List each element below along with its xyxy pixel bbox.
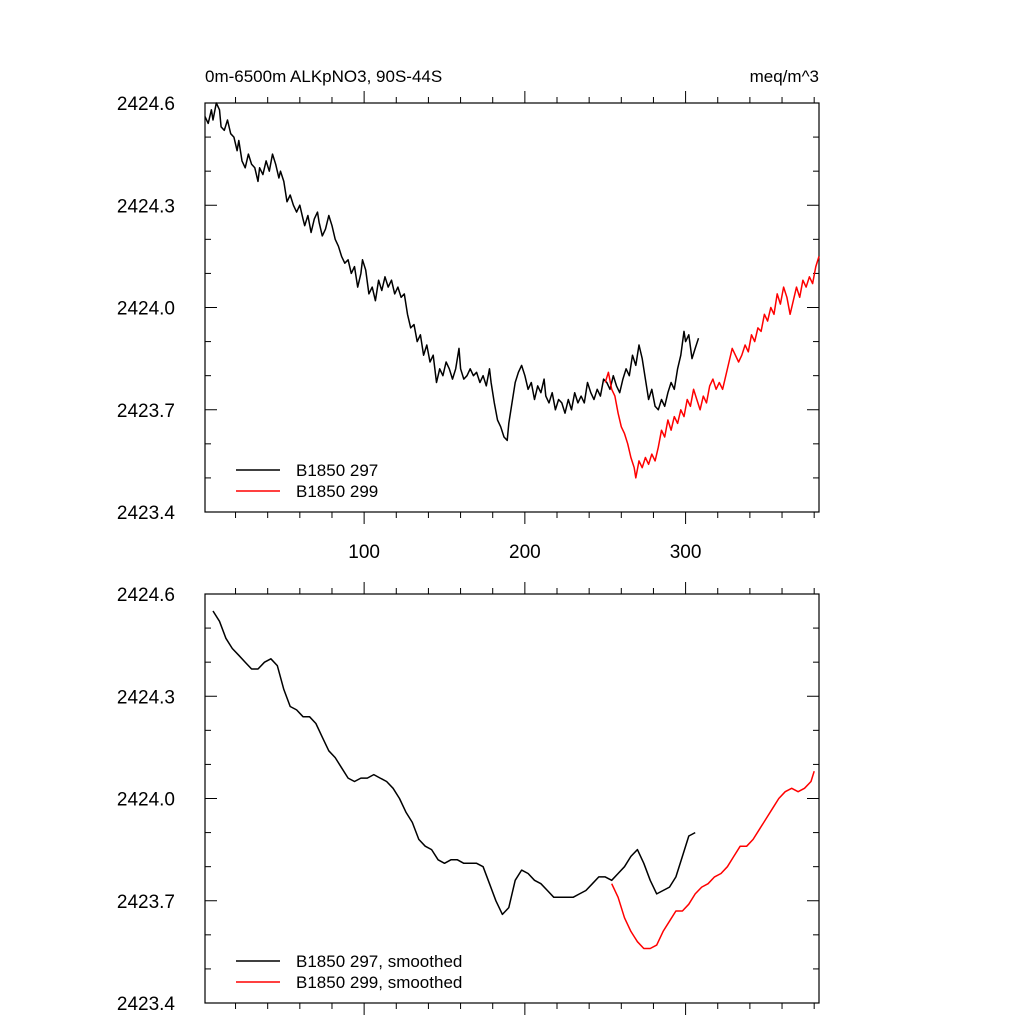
x-tick-label: 100	[348, 542, 380, 563]
legend-label-series-299-smoothed: B1850 299, smoothed	[296, 973, 462, 992]
series-line-red	[611, 770, 815, 950]
series-line-black	[212, 610, 696, 916]
legend-label-series-297: B1850 297	[296, 461, 378, 480]
y-tick-label: 2423.7	[117, 401, 175, 422]
top-legend: B1850 297 B1850 299	[236, 461, 378, 501]
top-panel: 0m-6500m ALKpNO3, 90S-44S meq/m^3 2423.4…	[117, 67, 820, 563]
bottom-axes: 2423.4 2423.7 2424.0 2424.3 2424.6	[117, 582, 819, 1015]
series-line-red	[604, 256, 820, 479]
y-tick-label: 2423.7	[117, 892, 175, 913]
top-title-left: 0m-6500m ALKpNO3, 90S-44S	[205, 67, 442, 86]
y-tick-label: 2424.3	[117, 196, 175, 217]
top-axes: 2423.4 2423.7 2424.0 2424.3 2424.6 100 200 300	[117, 91, 819, 563]
x-tick-label: 200	[509, 542, 541, 563]
bottom-legend: B1850 297, smoothed B1850 299, smoothed	[236, 952, 462, 992]
y-tick-label: 2423.4	[117, 503, 176, 524]
y-tick-label: 2424.0	[117, 299, 175, 320]
bottom-plot-frame	[204, 593, 820, 1004]
y-tick-label: 2423.4	[117, 994, 176, 1015]
y-tick-label: 2424.6	[117, 94, 175, 115]
legend-label-series-299: B1850 299	[296, 482, 378, 501]
y-tick-label: 2424.0	[117, 790, 175, 811]
legend-label-series-297-smoothed: B1850 297, smoothed	[296, 952, 462, 971]
bottom-panel: 2423.4 2423.7 2424.0 2424.3 2424.6 B1850 297…	[117, 582, 820, 1015]
x-tick-label: 300	[670, 542, 702, 563]
top-series-lines	[204, 102, 820, 479]
bottom-series-lines	[212, 610, 815, 950]
top-title-right: meq/m^3	[750, 67, 819, 86]
y-tick-label: 2424.6	[117, 585, 175, 606]
series-line-black	[204, 102, 700, 442]
y-tick-label: 2424.3	[117, 687, 175, 708]
top-plot-frame	[204, 102, 820, 513]
